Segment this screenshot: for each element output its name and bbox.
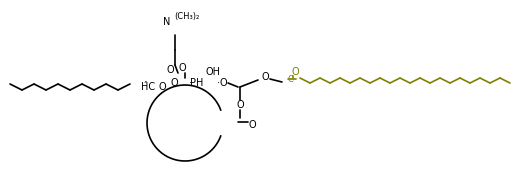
Text: O: O: [178, 63, 186, 73]
Text: ·O: ·O: [217, 78, 227, 88]
Text: O: O: [236, 100, 244, 110]
Text: O: O: [248, 120, 256, 130]
Text: O: O: [261, 72, 269, 82]
Text: O: O: [170, 78, 178, 88]
Text: ĤC: ĤC: [141, 82, 155, 92]
Text: O: O: [291, 67, 299, 77]
Text: (CH₃)₂: (CH₃)₂: [174, 12, 200, 22]
Text: O: O: [158, 82, 166, 92]
Text: O: O: [166, 65, 174, 75]
Text: C: C: [287, 75, 293, 83]
Text: ·: ·: [189, 78, 193, 88]
Text: N: N: [163, 17, 171, 27]
Text: OH: OH: [205, 67, 220, 77]
Text: PH: PH: [190, 78, 204, 88]
